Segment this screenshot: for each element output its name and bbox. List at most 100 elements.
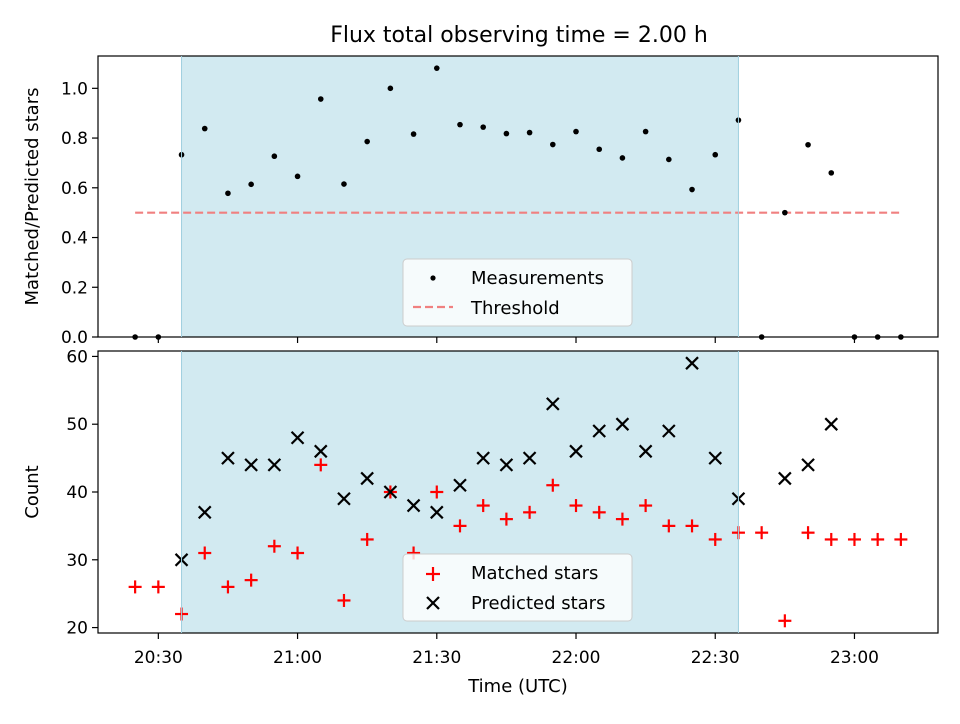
predicted-star-point — [360, 471, 374, 486]
measurement-point — [480, 124, 486, 130]
predicted-star-point — [313, 444, 328, 459]
measurement-point — [642, 128, 649, 135]
legend-matched-marker — [426, 567, 440, 581]
predicted-star-point — [824, 417, 839, 431]
matched-star-point — [128, 580, 142, 594]
matched-star-point — [639, 499, 653, 513]
measurement-point — [805, 141, 811, 148]
top-legend-box — [402, 258, 633, 327]
predicted-star-point — [197, 505, 212, 520]
matched-star-point — [546, 478, 560, 492]
legend-predicted-marker — [426, 596, 440, 610]
top-panel: 0.0 0.2 0.4 0.6 0.8 1.0 Matched/Predicted sta… — [22, 55, 939, 348]
predicted-star-point — [708, 451, 723, 465]
measurement-point — [573, 128, 579, 135]
measurement-point — [526, 129, 533, 136]
measurement-point — [201, 125, 208, 132]
measurement-point — [782, 209, 788, 216]
matched-star-point — [198, 546, 212, 560]
matched-star-point — [453, 519, 467, 533]
matched-star-point — [824, 532, 838, 546]
y-tick-label: 0.4 — [61, 229, 88, 249]
y-tick-label: 40 — [66, 483, 88, 503]
predicted-star-point — [592, 424, 606, 438]
matched-star-point — [778, 614, 792, 628]
chart-title: Flux total observing time = 2.00 h — [330, 23, 708, 48]
y-tick-label: 1.0 — [61, 79, 88, 99]
measurement-point — [712, 151, 719, 158]
matched-star-point — [221, 580, 235, 594]
matched-star-point — [708, 532, 722, 546]
legend-predicted-label: Predicted stars — [471, 593, 605, 614]
measurement-point — [294, 173, 301, 180]
measurement-point — [317, 96, 324, 102]
predicted-star-point — [337, 492, 351, 506]
matched-star-point — [499, 512, 513, 526]
predicted-star-point — [546, 397, 560, 411]
predicted-star-point — [476, 451, 490, 465]
matched-star-point — [662, 519, 676, 533]
legend-matched-label: Matched stars — [471, 563, 598, 584]
y-tick-label: 30 — [66, 551, 88, 571]
matched-star-point — [685, 519, 699, 533]
matched-star-point — [523, 505, 537, 519]
legend-measurements-marker — [430, 275, 436, 281]
matched-star-point — [569, 499, 583, 513]
y-tick-label: 0.6 — [61, 179, 88, 199]
legend-threshold-label: Threshold — [470, 298, 560, 319]
top-legend: Measurements Threshold — [402, 258, 633, 327]
measurement-point — [387, 85, 394, 92]
y-tick-label: 50 — [66, 415, 88, 435]
measurement-point — [410, 131, 417, 137]
matched-star-point — [430, 485, 444, 499]
measurement-point — [248, 181, 254, 188]
y-tick-label: 60 — [66, 347, 88, 367]
matched-star-point — [314, 458, 328, 472]
matched-star-point — [476, 499, 490, 513]
predicted-star-point — [685, 356, 699, 370]
measurement-point — [828, 170, 835, 176]
matched-star-point — [615, 512, 629, 526]
predicted-star-point — [499, 458, 514, 472]
bottom-legend-box — [402, 553, 633, 622]
top-axes-frame — [97, 55, 939, 338]
x-tick-label: 22:00 — [552, 648, 601, 668]
y-tick-label: 0.0 — [61, 328, 88, 348]
measurement-point — [433, 65, 440, 71]
top-y-axis-label: Matched/Predicted stars — [22, 88, 43, 306]
measurement-point — [666, 156, 672, 163]
matched-star-point — [871, 532, 885, 546]
measurement-point — [225, 190, 231, 197]
predicted-star-point — [522, 451, 537, 465]
matched-star-point — [847, 532, 861, 546]
matched-star-point — [894, 532, 908, 546]
matched-star-point — [755, 526, 769, 540]
predicted-star-point — [221, 451, 235, 465]
x-tick-label: 22:30 — [691, 648, 740, 668]
measurement-point — [503, 130, 510, 137]
y-tick-label: 0.2 — [61, 278, 88, 298]
measurement-point — [341, 181, 347, 187]
measurement-point — [364, 138, 370, 145]
x-axis-label: Time (UTC) — [467, 676, 568, 697]
predicted-star-point — [430, 505, 444, 520]
predicted-star-point — [406, 498, 421, 513]
bottom-legend: Matched stars Predicted stars — [402, 553, 633, 622]
matched-star-point — [592, 505, 606, 519]
predicted-star-point — [244, 458, 258, 472]
matched-star-point — [244, 573, 258, 587]
measurement-point — [619, 155, 626, 161]
legend-measurements-label: Measurements — [471, 268, 604, 289]
x-tick-label: 21:30 — [412, 648, 461, 668]
predicted-star-point — [801, 458, 815, 472]
matched-star-point — [151, 580, 165, 594]
measurement-point — [457, 121, 463, 128]
predicted-star-point — [383, 485, 398, 499]
predicted-star-point — [290, 430, 305, 445]
x-tick-label: 21:00 — [273, 648, 322, 668]
predicted-star-point — [662, 424, 676, 438]
predicted-star-point — [615, 417, 630, 431]
measurement-point — [689, 186, 695, 193]
bottom-panel: 20 30 40 50 60 20:30 21:00 21:30 22:00 22:30 23:0… — [22, 347, 939, 697]
